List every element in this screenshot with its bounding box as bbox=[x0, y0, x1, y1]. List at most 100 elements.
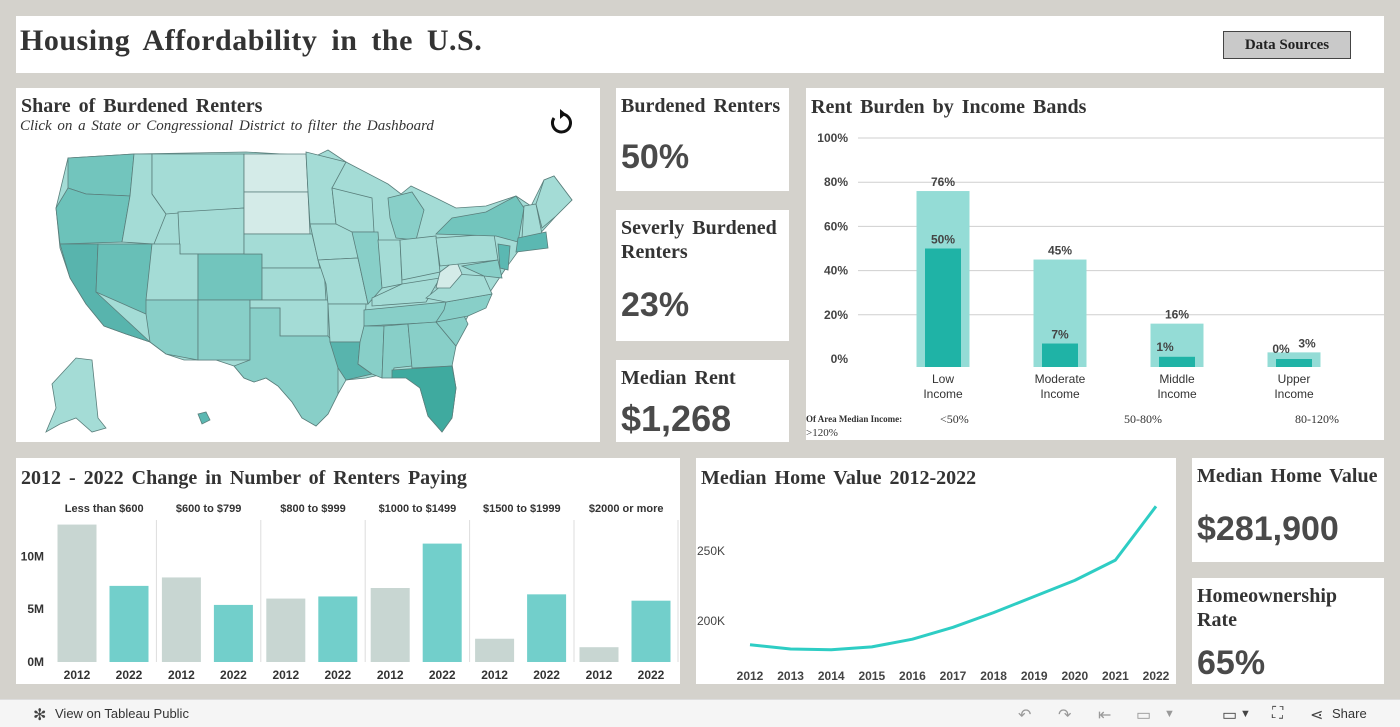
x-tick-label: 2022 bbox=[220, 668, 247, 682]
home-value-chart: 200K 250K 2012 2013 2014 2015 2016 2017 2018 2019… bbox=[697, 505, 1170, 683]
state-wyoming[interactable] bbox=[177, 207, 245, 255]
group-label: $600 to $799 bbox=[176, 503, 241, 515]
x-tick-label: Middle bbox=[1159, 372, 1195, 386]
kpi-ownership-value: 65% bbox=[1197, 644, 1266, 682]
state-illinois[interactable] bbox=[351, 231, 383, 305]
x-tick-label: Low bbox=[932, 372, 954, 386]
data-label: 0% bbox=[1272, 342, 1290, 356]
download-icon[interactable]: ▭ bbox=[1222, 707, 1238, 724]
x-tick-label: Income bbox=[1040, 387, 1080, 401]
home-value-title: Median Home Value 2012-2022 bbox=[701, 467, 977, 489]
y-tick-label: 20% bbox=[824, 308, 848, 322]
kpi-severe-value: 23% bbox=[621, 286, 690, 324]
kpi-home-value-value: $281,900 bbox=[1197, 510, 1339, 548]
y-tick-label: 0M bbox=[27, 655, 44, 669]
state-hawaii[interactable] bbox=[197, 411, 211, 425]
data-label: 1% bbox=[1156, 340, 1174, 354]
map-panel: Share of Burdened Renters Click on a Sta… bbox=[16, 88, 600, 442]
state-new-york[interactable] bbox=[435, 195, 525, 243]
bar-severe bbox=[1276, 359, 1312, 367]
state-georgia[interactable] bbox=[407, 321, 457, 369]
y-tick-label: 250K bbox=[697, 544, 725, 558]
view-on-tableau-link[interactable]: View on Tableau Public bbox=[55, 706, 189, 721]
x-tick-label: 2012 bbox=[168, 668, 195, 682]
state-north-dakota[interactable] bbox=[243, 153, 309, 193]
x-tick-label: Income bbox=[1274, 387, 1314, 401]
redo-icon[interactable]: ↷ bbox=[1058, 707, 1072, 724]
x-tick-label: 2012 bbox=[586, 668, 613, 682]
reset-icon[interactable] bbox=[546, 108, 576, 138]
state-new-mexico[interactable] bbox=[197, 299, 251, 361]
data-sources-button[interactable]: Data Sources bbox=[1223, 31, 1351, 59]
bar-2022 bbox=[318, 596, 358, 662]
renters-change-title: 2012 - 2022 Change in Number of Renters … bbox=[21, 467, 467, 489]
home-value-line bbox=[749, 505, 1158, 652]
x-tick-label: 2021 bbox=[1102, 669, 1129, 683]
state-maryland[interactable] bbox=[460, 259, 503, 279]
data-label: 3% bbox=[1298, 336, 1316, 350]
ami-value-low: <50% bbox=[940, 412, 969, 426]
x-tick-label: 2022 bbox=[533, 668, 560, 682]
state-massachusetts-ct[interactable] bbox=[515, 231, 549, 253]
header-bar: Housing Affordability in the U.S. Data S… bbox=[16, 16, 1384, 73]
undo-icon[interactable]: ↶ bbox=[1018, 707, 1032, 724]
y-tick-label: 5M bbox=[27, 602, 44, 616]
kpi-severely-burdened: Severly Burdened Renters 23% bbox=[616, 210, 789, 341]
group-label: $1500 to $1999 bbox=[483, 503, 561, 515]
state-indiana[interactable] bbox=[377, 239, 403, 289]
y-tick-label: 0% bbox=[831, 352, 849, 366]
share-icon[interactable]: ⋖ bbox=[1310, 707, 1324, 724]
share-button[interactable]: Share bbox=[1332, 706, 1367, 721]
state-colorado[interactable] bbox=[197, 253, 263, 301]
state-washington[interactable] bbox=[67, 153, 135, 197]
x-tick-label: 2012 bbox=[481, 668, 508, 682]
kpi-burdened-renters: Burdened Renters 50% bbox=[616, 88, 789, 191]
x-tick-label: 2022 bbox=[1143, 669, 1170, 683]
state-kentucky[interactable] bbox=[371, 277, 441, 307]
bar-2022 bbox=[631, 600, 671, 662]
map-title: Share of Burdened Renters bbox=[21, 95, 263, 117]
x-tick-label: 2012 bbox=[737, 669, 764, 683]
state-maine[interactable] bbox=[535, 175, 573, 229]
group-label: $1000 to $1499 bbox=[379, 503, 457, 515]
y-tick-label: 100% bbox=[817, 131, 848, 145]
ami-row: Of Area Median Income: <50% 50-80% 80-12… bbox=[806, 412, 1384, 440]
state-ohio[interactable] bbox=[399, 235, 441, 281]
x-tick-label: Upper bbox=[1278, 372, 1311, 386]
state-south-dakota[interactable] bbox=[243, 191, 311, 235]
state-montana[interactable] bbox=[151, 153, 245, 215]
refresh-icon[interactable]: ▭ bbox=[1136, 707, 1152, 724]
state-arizona[interactable] bbox=[145, 299, 199, 361]
income-bands-panel: Rent Burden by Income Bands 0% 20% 40% 60% 8… bbox=[806, 88, 1384, 440]
income-bands-chart: 0%20%40%60%80%100%76%50%LowIncome45%7%Mo… bbox=[817, 131, 1384, 401]
income-bands-title: Rent Burden by Income Bands bbox=[811, 96, 1087, 118]
group-label: $800 to $999 bbox=[280, 503, 345, 515]
us-map[interactable] bbox=[16, 88, 600, 442]
bar-severe bbox=[925, 248, 961, 367]
state-florida[interactable] bbox=[391, 365, 457, 433]
bar-2012 bbox=[266, 598, 306, 662]
ami-value-middle: 80-120% bbox=[1295, 412, 1339, 426]
download-chevron-icon[interactable]: ▼ bbox=[1240, 708, 1251, 720]
bar-severe bbox=[1042, 343, 1078, 367]
x-tick-label: 2018 bbox=[980, 669, 1007, 683]
bar-2022 bbox=[109, 585, 149, 662]
kpi-home-value-title: Median Home Value bbox=[1197, 465, 1378, 487]
revert-icon[interactable]: ⇤ bbox=[1098, 707, 1112, 724]
x-tick-label: 2012 bbox=[377, 668, 404, 682]
bar-2022 bbox=[527, 594, 567, 662]
chevron-down-icon[interactable]: ▼ bbox=[1164, 708, 1175, 720]
kpi-burdened-value: 50% bbox=[621, 138, 690, 176]
bar-2022 bbox=[213, 604, 253, 662]
x-tick-label: 2020 bbox=[1061, 669, 1088, 683]
map-subtitle: Click on a State or Congressional Distri… bbox=[20, 118, 434, 134]
state-new-jersey[interactable] bbox=[497, 243, 511, 271]
state-alaska[interactable] bbox=[45, 357, 107, 433]
kpi-rent-value: $1,268 bbox=[621, 398, 732, 439]
fullscreen-icon[interactable]: ⛶ bbox=[1272, 705, 1284, 722]
state-texas[interactable] bbox=[233, 307, 339, 427]
state-kansas[interactable] bbox=[261, 267, 327, 301]
home-value-panel: Median Home Value 2012-2022 200K 250K 2012… bbox=[696, 458, 1176, 684]
state-arkansas[interactable] bbox=[327, 303, 367, 343]
state-oregon[interactable] bbox=[55, 187, 131, 245]
